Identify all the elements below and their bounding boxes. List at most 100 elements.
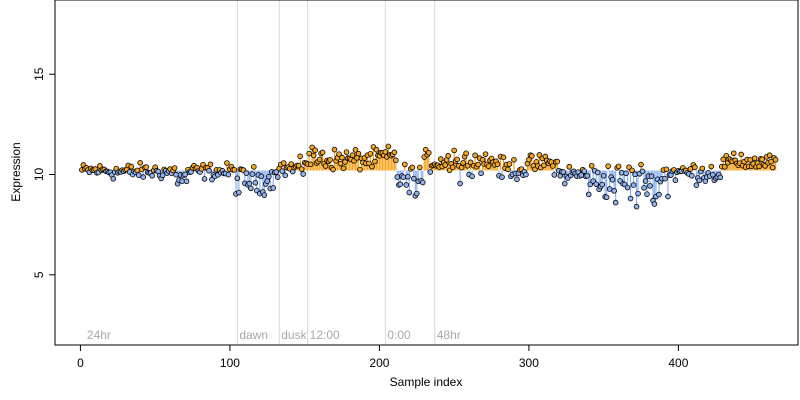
point-125 (265, 173, 272, 180)
point-159 (316, 156, 323, 163)
point-378 (644, 191, 650, 197)
point-166 (327, 157, 333, 163)
point-102 (231, 167, 238, 173)
point-286 (506, 161, 513, 167)
point-240 (437, 156, 444, 162)
point-430 (721, 164, 728, 170)
point-356 (611, 188, 617, 194)
x-tick-label-2: 200 (369, 356, 389, 370)
point-257 (463, 150, 469, 157)
point-163 (322, 163, 329, 169)
point-348 (599, 181, 605, 188)
point-261 (469, 173, 475, 180)
point-422 (709, 171, 716, 178)
point-376 (641, 185, 647, 191)
point-461 (768, 158, 774, 165)
point-361 (618, 169, 625, 176)
point-421 (708, 163, 715, 170)
point-272 (485, 163, 492, 169)
x-tick-label-3: 300 (519, 356, 539, 370)
point-245 (445, 153, 451, 159)
point-228 (419, 179, 426, 186)
point-113 (248, 185, 254, 192)
point-116 (252, 180, 259, 186)
point-148 (300, 171, 306, 177)
x-axis-label: Sample index (390, 375, 463, 389)
point-233 (427, 169, 434, 175)
marker-label-1: dawn (239, 328, 268, 342)
point-251 (454, 156, 460, 163)
point-383 (651, 201, 658, 207)
point-85 (206, 167, 212, 174)
point-47 (149, 172, 155, 179)
point-115 (251, 164, 257, 170)
point-255 (460, 160, 466, 166)
point-38 (135, 172, 142, 178)
point-339 (585, 191, 592, 198)
point-315 (550, 163, 556, 169)
point-303 (532, 166, 538, 173)
point-301 (529, 153, 535, 159)
point-216 (402, 161, 408, 168)
point-415 (699, 165, 706, 172)
point-134 (279, 168, 286, 174)
x-axis: 0 100 200 300 400 (77, 344, 689, 370)
marker-label-3: 12:00 (310, 328, 340, 342)
point-98 (225, 171, 232, 178)
point-153 (307, 161, 314, 168)
point-413 (696, 177, 703, 184)
point-215 (400, 174, 407, 180)
point-147 (298, 166, 305, 172)
marker-lines: 24hr dawn dusk 12:00 0:00 48hr (87, 0, 461, 345)
point-289 (511, 156, 517, 163)
point-69 (182, 171, 188, 178)
y-axis-label: Expression (9, 142, 23, 201)
point-249 (451, 147, 457, 154)
point-374 (638, 161, 644, 168)
point-62 (171, 165, 178, 171)
point-410 (692, 164, 698, 171)
point-377 (642, 178, 649, 184)
point-254 (458, 164, 465, 171)
point-353 (606, 186, 613, 192)
point-464 (772, 156, 779, 163)
point-169 (331, 146, 338, 153)
point-285 (505, 166, 511, 173)
point-120 (258, 173, 265, 180)
x-tick-label-1: 100 (220, 356, 240, 370)
point-370 (632, 171, 638, 178)
point-203 (382, 149, 389, 155)
point-176 (342, 159, 348, 165)
marker-label-2: dusk (281, 328, 307, 342)
point-135 (280, 160, 287, 166)
point-381 (648, 173, 655, 180)
point-172 (336, 151, 342, 157)
point-355 (609, 176, 616, 183)
point-390 (662, 175, 668, 182)
point-114 (249, 171, 256, 177)
point-41 (140, 174, 147, 180)
point-291 (514, 176, 520, 183)
point-318 (554, 158, 561, 165)
point-371 (633, 203, 640, 210)
point-344 (593, 181, 599, 187)
point-140 (288, 161, 295, 167)
point-37 (134, 167, 141, 174)
point-156 (312, 147, 318, 153)
point-210 (393, 157, 399, 164)
point-213 (397, 181, 404, 187)
y-axis: 5 10 15 (32, 67, 56, 278)
point-183 (352, 147, 359, 153)
point-232 (425, 149, 432, 156)
point-161 (319, 149, 326, 156)
point-219 (406, 189, 413, 196)
point-253 (457, 180, 463, 187)
point-297 (523, 171, 529, 178)
point-316 (551, 172, 558, 178)
point-341 (588, 162, 595, 169)
point-338 (584, 172, 591, 179)
point-196 (372, 158, 378, 165)
point-278 (494, 161, 501, 168)
point-168 (330, 166, 336, 173)
